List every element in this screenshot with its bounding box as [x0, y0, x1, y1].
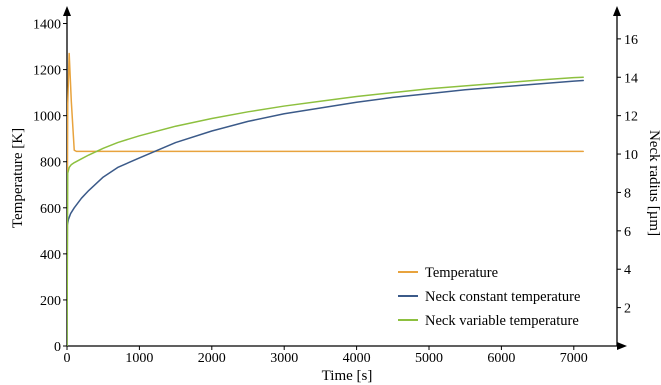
x-axis-arrow [617, 342, 627, 350]
y2-tick-label: 2 [624, 302, 631, 317]
y2-tick-label: 6 [624, 225, 631, 240]
x-tick-label: 7000 [560, 351, 588, 366]
x-tick-label: 1000 [125, 351, 153, 366]
x-axis-label: Time [s] [322, 368, 373, 384]
x-tick-label: 5000 [415, 351, 443, 366]
y2-tick-label: 14 [624, 71, 638, 86]
y-tick-label: 1400 [33, 18, 61, 33]
series-line-2 [67, 79, 584, 346]
y-tick-label: 600 [40, 202, 61, 217]
x-tick-label: 3000 [270, 351, 298, 366]
y2-tick-label: 10 [624, 148, 638, 163]
legend-label-2: Neck constant temperature [425, 289, 580, 305]
y-tick-label: 1200 [33, 64, 61, 79]
y-tick-label: 400 [40, 248, 61, 263]
y-axis-label: Temperature [K] [10, 128, 26, 228]
y-tick-label: 200 [40, 294, 61, 309]
legend-label-1: Temperature [425, 265, 498, 281]
x-tick-label: 2000 [198, 351, 226, 366]
y-tick-label: 800 [40, 156, 61, 171]
legend: Temperature Neck constant temperature Neck… [398, 265, 580, 329]
y2-axis-label: Neck radius [µm] [646, 130, 661, 236]
y-tick-label: 0 [54, 340, 61, 355]
x-tick-label: 6000 [487, 351, 515, 366]
series-line-1 [67, 52, 584, 278]
y2-tick-label: 8 [624, 186, 631, 201]
y-axis-arrow [63, 6, 71, 16]
series-line-3 [67, 76, 584, 346]
ticks: 0 1000 2000 3000 4000 5000 6000 7000 0 200 400 600 8… [33, 18, 638, 366]
legend-label-3: Neck variable temperature [425, 313, 579, 329]
y-tick-label: 1000 [33, 110, 61, 125]
y2-tick-label: 4 [624, 263, 631, 278]
y2-tick-label: 12 [624, 110, 638, 125]
y2-tick-label: 16 [624, 33, 638, 48]
x-tick-label: 0 [64, 351, 71, 366]
x-tick-label: 4000 [343, 351, 371, 366]
series-layer [67, 52, 584, 346]
y2-axis-arrow [613, 6, 621, 16]
